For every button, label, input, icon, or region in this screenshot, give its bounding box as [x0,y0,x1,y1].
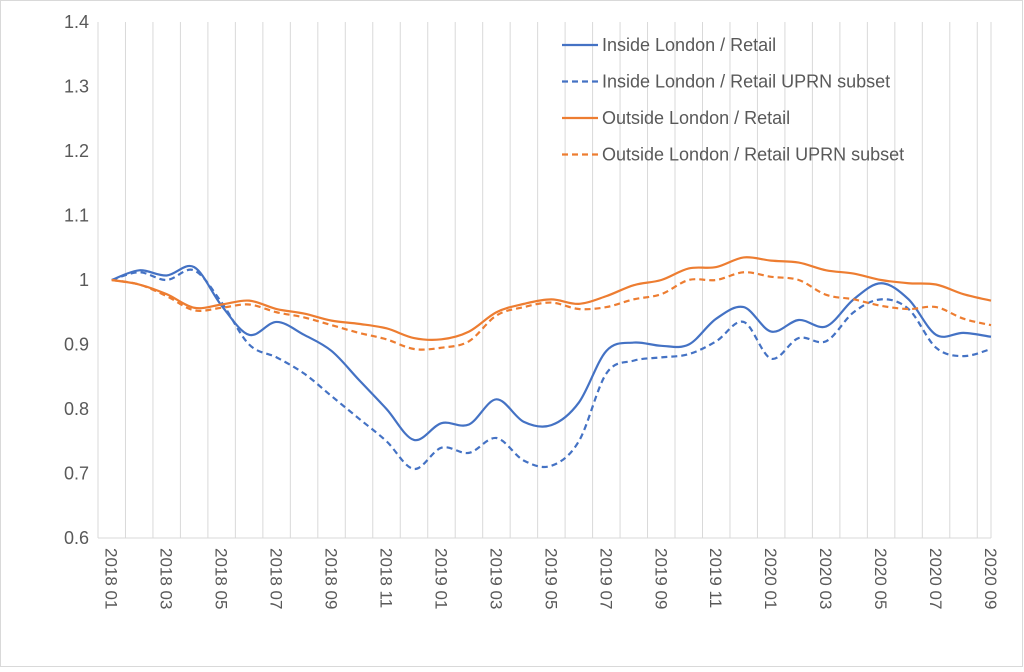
x-tick-label: 2020 03 [816,548,835,609]
series-lines [111,256,992,471]
x-tick-label: 2019 09 [651,548,670,609]
y-tick-label: 0.6 [64,528,89,548]
y-tick-label: 1 [79,270,89,290]
y-tick-label: 0.7 [64,464,89,484]
x-tick-label: 2018 03 [157,548,176,609]
legend-label: Inside London / Retail UPRN subset [602,72,890,92]
x-tick-label: 2020 01 [761,548,780,609]
x-tick-label: 2020 05 [871,548,890,609]
x-tick-label: 2019 05 [541,548,560,609]
x-tick-label: 2020 09 [981,548,1000,609]
y-tick-label: 0.8 [64,399,89,419]
x-tick-label: 2019 01 [431,548,450,609]
y-tick-label: 1.3 [64,77,89,97]
x-axis: 2018 01 2018 03 2018 05 2018 07 2018 09 2018 … [102,548,1000,609]
y-tick-label: 1.1 [64,206,89,226]
legend-label: Inside London / Retail [602,35,776,55]
x-tick-label: 2019 11 [706,548,725,608]
x-tick-label: 2018 07 [267,548,286,609]
x-tick-label: 2018 09 [322,548,341,609]
x-tick-label: 2020 07 [926,548,945,609]
series-line-1 [111,264,992,442]
x-tick-label: 2018 05 [212,548,231,609]
series-line-3 [111,256,992,341]
x-tick-label: 2018 01 [102,548,121,609]
y-tick-label: 1.2 [64,141,89,161]
x-tick-label: 2019 03 [486,548,505,609]
legend: Inside London / Retail Inside London / Re… [562,35,904,165]
x-tick-label: 2019 07 [596,548,615,609]
y-tick-label: 0.9 [64,335,89,355]
x-tick-label: 2018 11 [377,548,396,608]
gridlines [97,22,992,539]
series-line-4 [111,271,992,351]
series-line-2 [111,268,992,471]
legend-label: Outside London / Retail UPRN subset [602,145,904,165]
y-axis: 0.6 0.7 0.8 0.9 1 1.1 1.2 1.3 1.4 [64,12,89,548]
y-tick-label: 1.4 [64,12,89,32]
legend-label: Outside London / Retail [602,108,790,128]
